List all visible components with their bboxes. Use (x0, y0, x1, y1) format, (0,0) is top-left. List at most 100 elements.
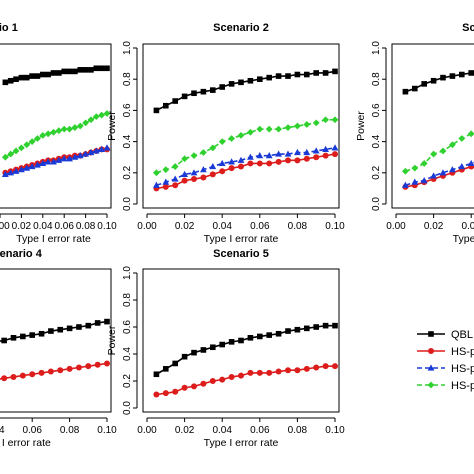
data-point (247, 153, 254, 160)
y-tick-label: 0.2 (122, 165, 133, 179)
data-point (12, 167, 20, 174)
data-point (219, 341, 225, 348)
data-point (285, 73, 291, 79)
x-axis-label: Type I error rate (204, 437, 279, 449)
series-1 (153, 68, 338, 114)
data-point (18, 144, 25, 152)
data-point (7, 169, 15, 176)
data-point (219, 84, 225, 90)
scenario-panel-3: Scenario 3 0.0 0.2 0.4 0.6 0.8 1.0 Power 0.00 0.0… (355, 22, 474, 245)
x-tick-label: 0.02 (424, 221, 444, 232)
data-point (50, 70, 57, 76)
data-point (60, 125, 68, 133)
y-tick-label: 0.0 (371, 197, 382, 211)
data-point (228, 339, 235, 345)
data-point (45, 71, 51, 78)
data-point (82, 67, 89, 73)
x-tick-label: 0.06 (250, 221, 270, 232)
data-point (430, 77, 437, 84)
data-point (47, 368, 54, 375)
data-point (439, 147, 447, 155)
data-point (10, 373, 17, 380)
data-point (294, 122, 301, 130)
x-tick-label: 0.00 (137, 221, 157, 232)
y-tick-label: 1.0 (122, 266, 133, 280)
y-tick-label: 0.4 (122, 134, 133, 148)
panel-title: Scenario 1 (0, 22, 18, 34)
y-tick-label: 1.0 (371, 41, 382, 55)
y-tick-label: 0.6 (122, 103, 133, 117)
series-1 (2, 65, 110, 86)
x-tick-label: 0.08 (60, 425, 80, 436)
data-point (209, 162, 217, 170)
data-point (72, 68, 78, 75)
data-point (468, 70, 474, 76)
series-line (405, 161, 474, 187)
data-point (303, 365, 310, 372)
data-point (85, 363, 92, 370)
data-point (7, 77, 14, 84)
data-point (191, 176, 197, 183)
data-point (76, 324, 82, 330)
data-point (275, 158, 282, 165)
data-point (275, 330, 282, 337)
data-point (181, 384, 188, 391)
data-point (50, 128, 57, 136)
data-point (285, 157, 291, 164)
data-point (449, 73, 456, 79)
data-point (303, 155, 310, 162)
data-point (190, 152, 198, 160)
data-point (257, 333, 263, 340)
data-point (313, 364, 320, 371)
x-tick-label: 0.10 (325, 425, 345, 436)
data-point (7, 150, 15, 158)
data-point (294, 326, 301, 333)
data-point (171, 163, 179, 170)
y-tick-label: 0.0 (122, 197, 133, 211)
data-point (56, 70, 62, 76)
x-axis-label: Type I error rate (0, 437, 51, 449)
data-point (458, 162, 466, 170)
data-point (13, 76, 19, 82)
legend-marker (428, 348, 434, 354)
data-point (93, 65, 100, 72)
data-point (331, 116, 339, 124)
scenario-panel-5: Scenario 5 0.0 0.2 0.4 0.6 0.8 1.0 Power 0.00 0.0… (106, 248, 345, 449)
data-point (23, 164, 31, 171)
x-tick-label: 0.06 (54, 221, 74, 232)
data-point (256, 160, 263, 167)
data-point (38, 369, 45, 376)
data-point (200, 149, 207, 156)
data-point (313, 70, 319, 76)
data-point (285, 367, 291, 374)
data-point (75, 364, 82, 371)
data-point (104, 360, 110, 367)
legend-marker (428, 331, 434, 337)
plot-box (142, 268, 340, 413)
data-point (247, 128, 254, 136)
data-point (266, 369, 273, 376)
data-point (304, 325, 310, 332)
data-point (48, 328, 54, 334)
legend-item: HS-p (417, 346, 474, 358)
data-point (19, 372, 26, 379)
data-point (275, 125, 282, 133)
data-point (304, 71, 310, 78)
data-point (430, 150, 437, 158)
data-point (181, 177, 188, 184)
data-point (284, 124, 292, 131)
x-tick-label: 0.08 (288, 425, 308, 436)
data-point (228, 373, 235, 380)
data-point (332, 151, 338, 158)
y-axis-label: Power (106, 325, 118, 355)
data-point (256, 152, 264, 159)
data-point (322, 152, 329, 159)
data-point (76, 152, 84, 159)
data-point (265, 152, 273, 159)
series-4 (153, 116, 339, 177)
x-axis-label: Type I error rate (16, 233, 91, 245)
x-tick-label: 0.00 (137, 425, 157, 436)
y-tick-label: 0.2 (371, 165, 382, 179)
data-point (103, 144, 111, 151)
